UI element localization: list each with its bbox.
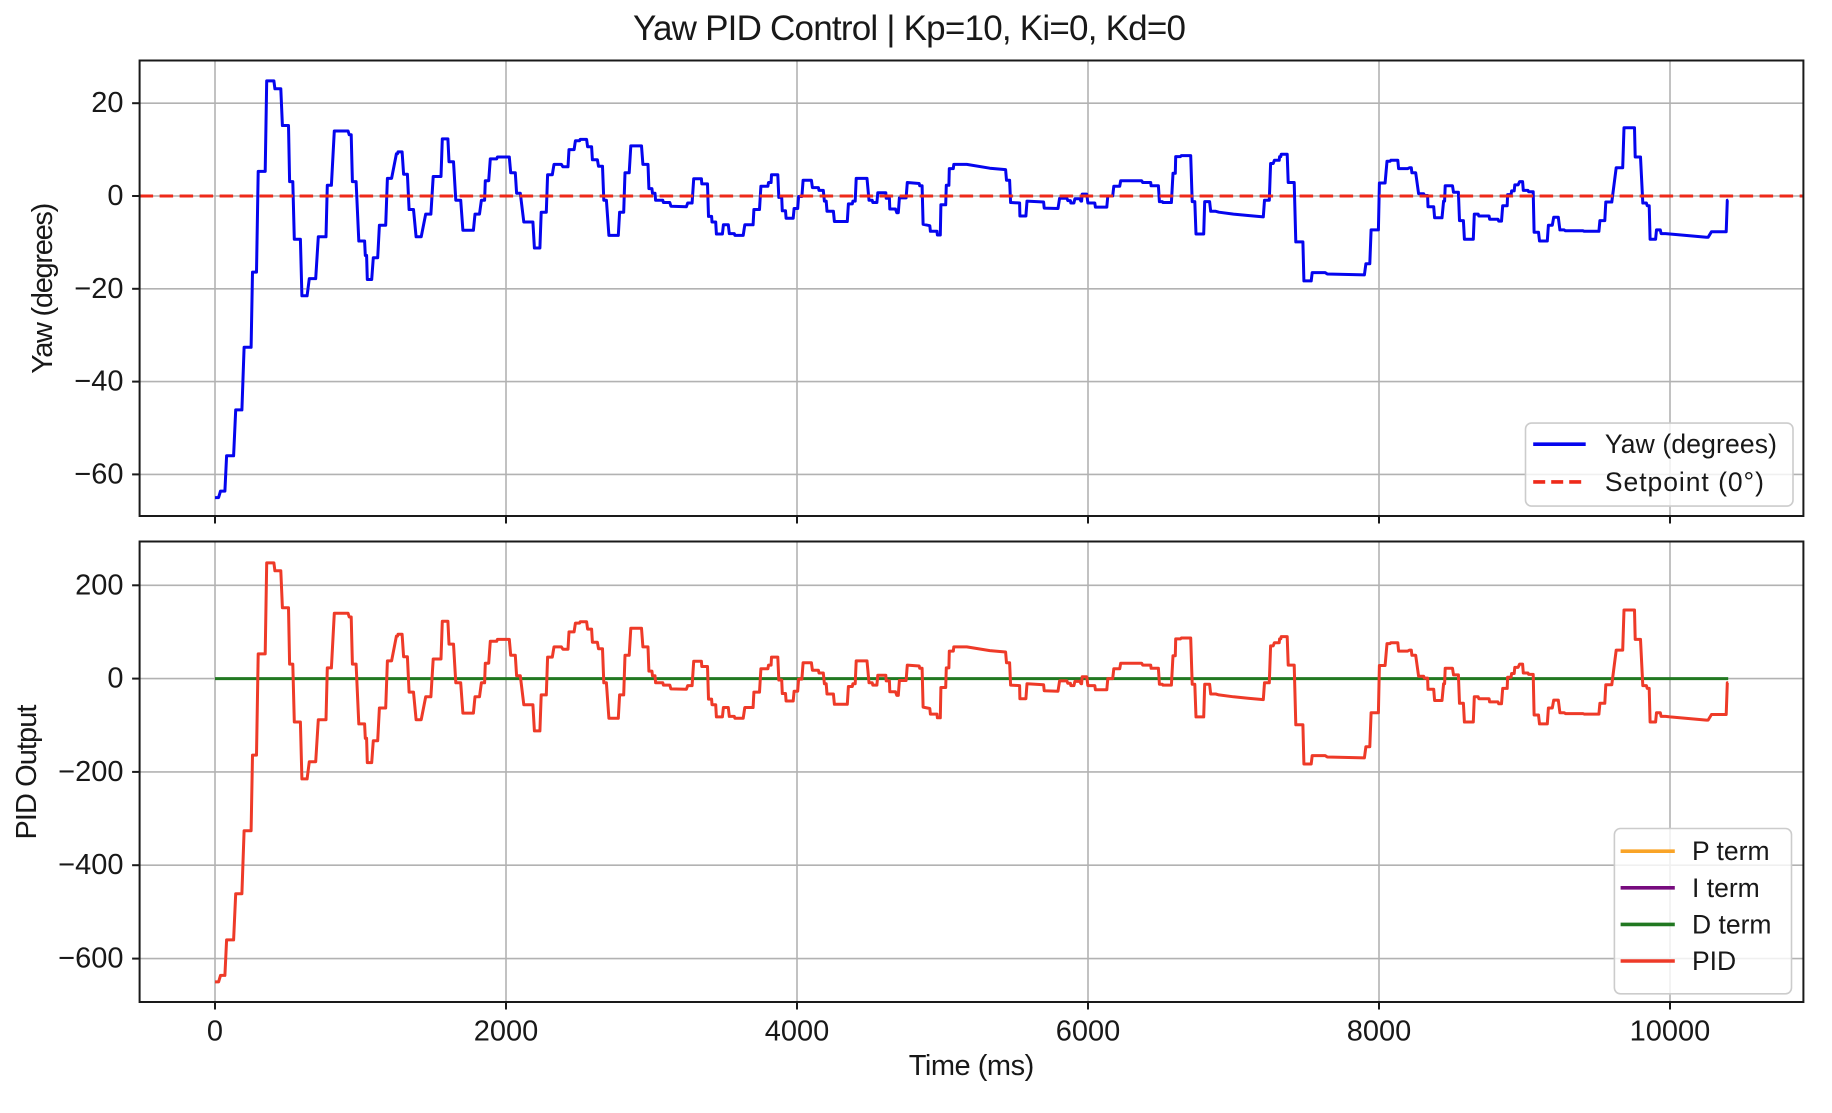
- svg-text:−600: −600: [58, 943, 123, 975]
- svg-text:10000: 10000: [1630, 1016, 1711, 1048]
- svg-text:−20: −20: [74, 273, 123, 305]
- svg-text:Yaw (degrees): Yaw (degrees): [1605, 429, 1777, 459]
- svg-text:−60: −60: [74, 458, 123, 490]
- svg-text:20: 20: [91, 87, 123, 119]
- svg-text:6000: 6000: [1056, 1016, 1121, 1048]
- svg-text:−40: −40: [74, 366, 123, 398]
- svg-text:200: 200: [75, 569, 123, 601]
- svg-text:−400: −400: [58, 849, 123, 881]
- svg-text:0: 0: [107, 180, 123, 212]
- svg-text:D term: D term: [1692, 909, 1772, 939]
- svg-text:I term: I term: [1692, 873, 1760, 903]
- svg-text:8000: 8000: [1347, 1016, 1412, 1048]
- svg-text:P term: P term: [1692, 836, 1770, 866]
- svg-text:Time (ms): Time (ms): [909, 1050, 1035, 1082]
- svg-text:0: 0: [207, 1016, 223, 1048]
- svg-text:Yaw (degrees): Yaw (degrees): [27, 203, 59, 374]
- svg-text:−200: −200: [58, 756, 123, 788]
- svg-text:4000: 4000: [765, 1016, 830, 1048]
- svg-text:Setpoint (0°): Setpoint (0°): [1605, 467, 1764, 497]
- svg-text:2000: 2000: [474, 1016, 539, 1048]
- svg-text:PID Output: PID Output: [11, 705, 43, 840]
- svg-text:PID: PID: [1692, 946, 1736, 976]
- svg-text:0: 0: [107, 663, 123, 695]
- svg-text:Yaw PID Control | Kp=10, Ki=0,: Yaw PID Control | Kp=10, Ki=0, Kd=0: [633, 9, 1186, 48]
